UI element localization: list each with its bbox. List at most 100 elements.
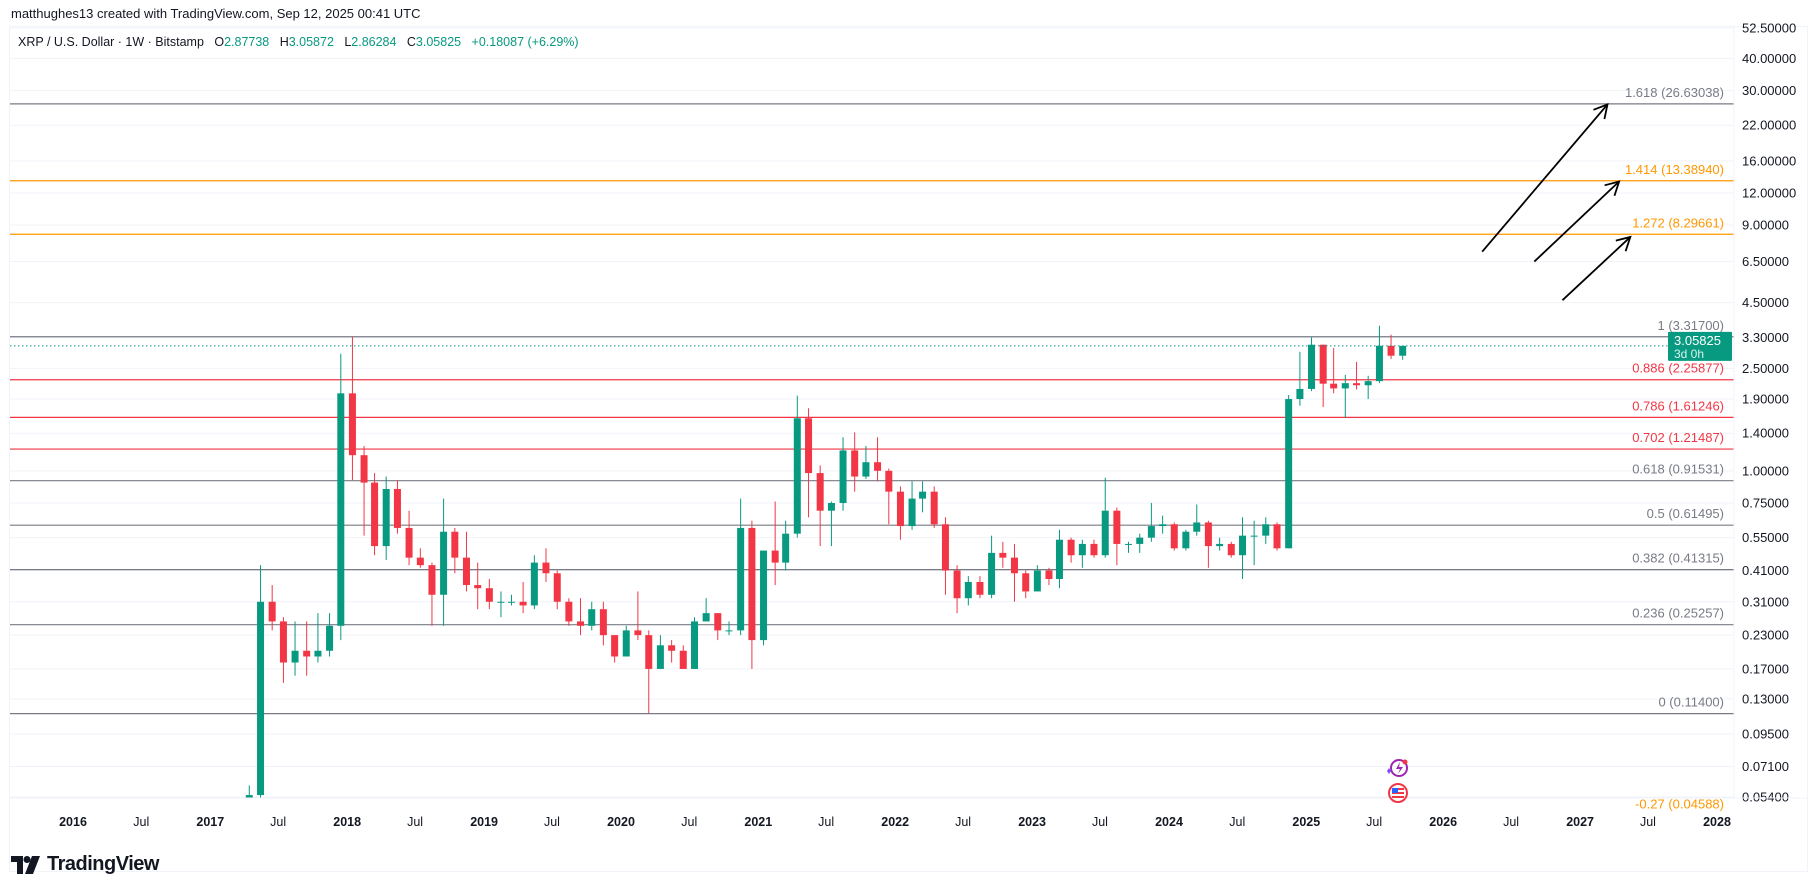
- candle: [428, 562, 436, 626]
- candle-body: [474, 585, 482, 589]
- price-tick-label: 0.55000: [1742, 530, 1789, 545]
- candle-body: [1250, 535, 1258, 537]
- candle: [816, 465, 824, 547]
- candle: [348, 336, 356, 481]
- candle: [588, 601, 596, 631]
- candle-body: [656, 645, 664, 669]
- price-tick-label: 0.09500: [1742, 726, 1789, 741]
- us-flag-icon[interactable]: [1388, 783, 1408, 803]
- candles: [10, 325, 1734, 798]
- candle-body: [805, 418, 813, 474]
- candle: [1227, 541, 1235, 558]
- candle: [851, 432, 859, 492]
- candle: [988, 535, 996, 599]
- candle: [1204, 520, 1212, 568]
- candle-body: [303, 650, 311, 657]
- candle-body: [405, 527, 413, 558]
- candle-body: [1239, 535, 1247, 556]
- candle: [622, 625, 630, 657]
- candle: [1033, 565, 1041, 592]
- price-tick-label: 1.90000: [1742, 392, 1789, 407]
- candle: [737, 498, 745, 636]
- candle-body: [908, 498, 916, 527]
- candle: [326, 613, 334, 657]
- price-tick-label: 4.50000: [1742, 295, 1789, 310]
- arrow-shaft: [1481, 103, 1609, 253]
- candle-body: [816, 473, 824, 511]
- candle-body: [1033, 570, 1041, 592]
- candle-body: [257, 601, 265, 796]
- candle: [462, 531, 470, 592]
- time-tick-label: 2023: [1018, 815, 1046, 829]
- candle-body: [1330, 383, 1338, 389]
- candle: [964, 576, 972, 606]
- candle: [691, 617, 699, 669]
- candle-body: [1204, 522, 1212, 547]
- candle: [839, 437, 847, 511]
- price-axis: 52.50000 40.00000 30.00000 22.00000 16.00000…: [1733, 21, 1796, 805]
- candle-body: [565, 601, 573, 622]
- candle: [862, 445, 870, 479]
- candle: [634, 591, 642, 641]
- symbol-title[interactable]: XRP / U.S. Dollar · 1W · Bitstamp: [18, 35, 204, 49]
- candle: [360, 445, 368, 536]
- candle-body: [1045, 570, 1053, 579]
- price-tick-label: 2.50000: [1742, 361, 1789, 376]
- candle-body: [1319, 344, 1327, 384]
- candle-body: [976, 581, 984, 595]
- ai-assistant-sparkle-icon[interactable]: [1387, 759, 1408, 777]
- time-tick-label: 2027: [1566, 815, 1594, 829]
- time-tick-label: 2028: [1703, 815, 1731, 829]
- candle: [291, 621, 299, 676]
- candle-body: [1159, 524, 1167, 527]
- time-tick-label: 2020: [607, 815, 635, 829]
- candle: [542, 548, 550, 582]
- candle-body: [1364, 381, 1372, 386]
- fib-level-label: 1.414 (13.38940): [1625, 162, 1724, 177]
- price-tick-label: 52.50000: [1742, 21, 1796, 36]
- candle-body: [485, 588, 493, 602]
- price-tick-label: 1.40000: [1742, 426, 1789, 441]
- candle: [314, 613, 322, 663]
- candle: [599, 601, 607, 646]
- candle-body: [1010, 557, 1018, 574]
- time-tick-label: Jul: [1640, 815, 1656, 829]
- candle: [771, 501, 779, 586]
- candle: [1330, 347, 1338, 394]
- candle-body: [874, 462, 882, 471]
- fib-level-label: 0 (0.11400): [1658, 695, 1724, 710]
- candle-body: [827, 502, 835, 511]
- candle: [1296, 351, 1304, 406]
- price-tick-label: 40.00000: [1742, 51, 1796, 66]
- candle-body: [1308, 344, 1316, 389]
- candle: [507, 594, 515, 606]
- candle: [440, 498, 448, 626]
- candle: [1375, 325, 1383, 384]
- candle-body: [245, 795, 253, 798]
- candle-body: [576, 621, 584, 626]
- candle-body: [611, 635, 619, 657]
- fib-level-label: 0.236 (0.25257): [1632, 606, 1724, 621]
- candle: [748, 520, 756, 669]
- price-tick-label: 0.13000: [1742, 691, 1789, 706]
- time-tick-label: 2021: [744, 815, 772, 829]
- candle: [885, 468, 893, 525]
- candle: [382, 476, 390, 561]
- tradingview-logo[interactable]: TradingView: [11, 853, 159, 876]
- candle-body: [1227, 543, 1235, 556]
- candle: [1308, 337, 1316, 392]
- candle: [268, 585, 276, 631]
- candle-body: [1147, 526, 1155, 538]
- price-tick-label: 0.31000: [1742, 594, 1789, 609]
- candle-body: [291, 650, 299, 663]
- candle-body: [1216, 543, 1224, 547]
- candle: [371, 473, 379, 556]
- tradingview-logo-icon: [11, 855, 40, 874]
- candle: [896, 486, 904, 540]
- fib-level-label: 0.786 (1.61246): [1632, 398, 1724, 413]
- candle: [1067, 537, 1075, 563]
- candle-body: [360, 455, 368, 483]
- time-tick-label: 2022: [881, 815, 909, 829]
